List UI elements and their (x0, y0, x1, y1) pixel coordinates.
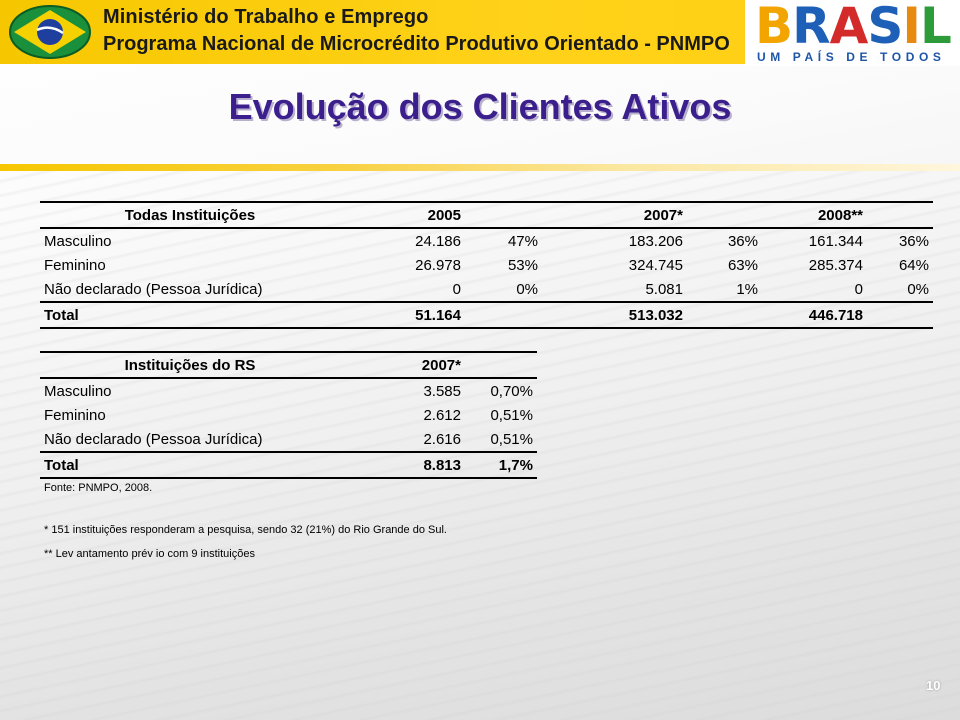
page-number: 10 (926, 678, 941, 693)
table-row: Feminino 2.612 0,51% (40, 403, 537, 427)
percent-cell: 53% (507, 256, 538, 274)
header-cell: 2008** (817, 206, 863, 224)
total-value: 51.164 (415, 306, 461, 324)
row-label: Feminino (44, 256, 106, 274)
percent-cell: 0% (516, 280, 538, 298)
total-percent: 1,7% (498, 456, 533, 474)
logo-letter: L (919, 0, 952, 55)
row-label: Masculino (44, 382, 112, 400)
ministry-name: Ministério do Trabalho e Emprego (103, 6, 429, 28)
value-cell: 0 (452, 280, 461, 298)
logo-letter: I (902, 0, 921, 55)
table-row: Masculino 3.585 0,70% (40, 378, 537, 403)
footnote-2: ** Lev antamento prév io com 9 instituiç… (44, 548, 255, 560)
value-cell: 285.374 (808, 256, 863, 274)
row-label: Não declarado (Pessoa Jurídica) (44, 280, 263, 298)
row-label: Masculino (44, 232, 112, 250)
source-note: Fonte: PNMPO, 2008. (44, 482, 153, 494)
table-total-row: Total 8.813 1,7% (40, 452, 537, 478)
table-row: Não declarado (Pessoa Jurídica) 2.616 0,… (40, 427, 537, 452)
percent-cell: 0,51% (490, 406, 533, 424)
percent-cell: 36% (727, 232, 758, 250)
percent-cell: 63% (727, 256, 758, 274)
table-rs-institutions: Instituições do RS 2007* Masculino 3.585… (40, 351, 537, 479)
header-cell: 2007* (421, 356, 461, 374)
table-row: Não declarado (Pessoa Jurídica) 0 0% 5.0… (40, 277, 933, 302)
brasil-logo: BRASIL UM PAÍS DE TODOS (745, 0, 960, 66)
total-value: 446.718 (808, 306, 863, 324)
percent-cell: 0,51% (490, 430, 533, 448)
percent-cell: 36% (898, 232, 929, 250)
percent-cell: 0% (907, 280, 929, 298)
total-value: 513.032 (628, 306, 683, 324)
value-cell: 3.585 (423, 382, 461, 400)
total-value: 8.813 (423, 456, 461, 474)
value-cell: 0 (854, 280, 863, 298)
header-cell: Todas Instituições (124, 206, 256, 224)
value-cell: 5.081 (645, 280, 683, 298)
value-cell: 24.186 (415, 232, 461, 250)
header-cell: 2005 (427, 206, 461, 224)
row-label: Feminino (44, 406, 106, 424)
logo-letter: A (829, 0, 869, 55)
page-title: Evolução dos Clientes Ativos (228, 86, 732, 127)
header-cell: 2007* (643, 206, 683, 224)
program-name: Programa Nacional de Microcrédito Produt… (103, 33, 730, 55)
footnote-1: * 151 instituições responderam a pesquis… (44, 524, 447, 536)
total-label: Total (44, 306, 79, 324)
total-label: Total (44, 456, 79, 474)
brasil-logo-word: BRASIL (755, 0, 952, 55)
table-header-row: Todas Instituições 2005 2007* 2008** (40, 202, 933, 228)
value-cell: 161.344 (808, 232, 863, 250)
table-header-row: Instituições do RS 2007* (40, 352, 537, 378)
brazil-seal-icon (9, 5, 91, 59)
row-label: Não declarado (Pessoa Jurídica) (44, 430, 263, 448)
value-cell: 183.206 (628, 232, 683, 250)
logo-letter: S (867, 0, 903, 55)
logo-letter: B (755, 0, 793, 55)
table-row: Masculino 24.186 47% 183.206 36% 161.344… (40, 228, 933, 253)
value-cell: 26.978 (415, 256, 461, 274)
percent-cell: 0,70% (490, 382, 533, 400)
title-divider (0, 164, 960, 171)
table-row: Feminino 26.978 53% 324.745 63% 285.374 … (40, 253, 933, 277)
table-all-institutions: Todas Instituições 2005 2007* 2008** Mas… (40, 201, 933, 329)
header-cell: Instituições do RS (124, 356, 256, 374)
value-cell: 324.745 (628, 256, 683, 274)
header-banner: Ministério do Trabalho e Emprego Program… (0, 0, 960, 66)
brasil-logo-tagline: UM PAÍS DE TODOS (757, 50, 946, 64)
percent-cell: 1% (736, 280, 758, 298)
logo-letter: R (792, 0, 831, 55)
value-cell: 2.612 (423, 406, 461, 424)
value-cell: 2.616 (423, 430, 461, 448)
sand-background (0, 170, 960, 720)
percent-cell: 47% (507, 232, 538, 250)
percent-cell: 64% (898, 256, 929, 274)
table-total-row: Total 51.164 513.032 446.718 (40, 302, 933, 328)
